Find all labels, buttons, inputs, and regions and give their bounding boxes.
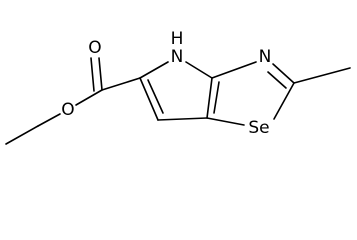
atom-label: O xyxy=(61,100,74,120)
atom-label: N xyxy=(171,47,184,67)
atom-label: N xyxy=(259,47,272,67)
atom-label: O xyxy=(88,38,101,58)
atom-label: H xyxy=(171,29,184,49)
molecule-diagram: O O H N N Se xyxy=(5,29,351,145)
atom-label: Se xyxy=(248,118,269,138)
bonds xyxy=(5,57,351,145)
